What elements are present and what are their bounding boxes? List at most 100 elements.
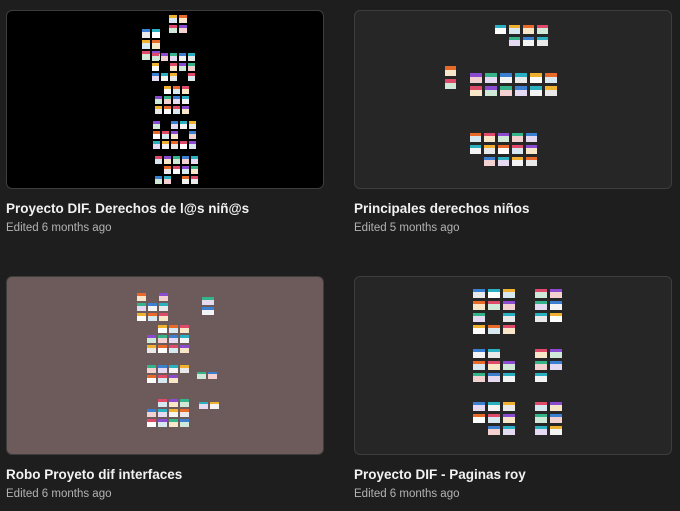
thumbnail-frame (535, 289, 547, 298)
file-title[interactable]: Principales derechos niños (354, 201, 530, 216)
thumbnail-frame (162, 131, 169, 139)
thumbnail-frame (164, 96, 171, 104)
thumbnail-frame (182, 96, 189, 104)
file-card[interactable]: Robo Proyeto dif interfaces Edited 6 mon… (6, 276, 324, 500)
file-edited-time: Edited 6 months ago (354, 488, 460, 500)
thumbnail-frame (550, 426, 562, 435)
thumbnail-frame (169, 419, 178, 427)
thumbnail-frame (503, 289, 515, 298)
thumbnail-frame (202, 307, 214, 315)
thumbnail-frame (509, 37, 520, 46)
thumbnail-frame (169, 335, 178, 343)
thumbnail-frame (484, 157, 495, 166)
thumbnail-frame (169, 399, 178, 407)
thumbnail-frame (498, 157, 509, 166)
thumbnail-frame (142, 29, 150, 38)
thumbnail-frame (537, 37, 548, 46)
thumbnail-frame (470, 73, 482, 83)
thumbnail-frame (473, 402, 485, 411)
thumbnail-frame (495, 25, 506, 34)
thumbnail-frame (164, 156, 171, 164)
thumbnail-frame (485, 86, 497, 96)
thumbnail-frame (180, 399, 189, 407)
thumbnail-frame (545, 86, 557, 96)
thumbnail-frame (512, 145, 523, 154)
thumbnail-frame (180, 335, 189, 343)
thumbnail-frame (169, 409, 178, 417)
thumbnail-frame (137, 293, 146, 301)
thumbnail-frame (179, 53, 186, 61)
thumbnail-frame (535, 402, 547, 411)
thumbnail-frame (509, 25, 520, 34)
thumbnail-frame (535, 349, 547, 358)
thumbnail-frame (152, 53, 159, 61)
thumbnail-frame (503, 301, 515, 310)
thumbnail-frame (488, 289, 500, 298)
file-title[interactable]: Proyecto DIF. Derechos de l@s niñ@s (6, 201, 250, 216)
thumbnail-frame (512, 157, 523, 166)
thumbnail-frame (182, 176, 189, 184)
thumbnail-frame (158, 399, 167, 407)
thumbnail-frame (142, 51, 150, 60)
thumbnail-frame (526, 157, 537, 166)
thumbnail-frame (171, 141, 178, 149)
thumbnail-frame (147, 419, 156, 427)
thumbnail-frame (512, 133, 523, 142)
thumbnail-frame (485, 73, 497, 83)
thumbnail-frame (170, 53, 177, 61)
thumbnail-frame (473, 414, 485, 423)
thumbnail-frame (158, 325, 167, 333)
thumbnail-frame (152, 29, 160, 38)
file-title[interactable]: Proyecto DIF - Paginas roy (354, 467, 526, 482)
thumbnail-frame (182, 106, 189, 114)
file-thumbnail[interactable] (6, 10, 324, 189)
thumbnail-frame (173, 86, 180, 94)
thumbnail-frame (535, 426, 547, 435)
thumbnail-frame (202, 297, 214, 305)
file-thumbnail[interactable] (6, 276, 324, 455)
thumbnail-frame (500, 86, 512, 96)
thumbnail-frame (179, 25, 187, 33)
thumbnail-frame (445, 79, 456, 89)
thumbnail-frame (488, 349, 500, 358)
file-card[interactable]: Proyecto DIF - Paginas roy Edited 6 mont… (354, 276, 672, 500)
thumbnail-frame (191, 176, 198, 184)
thumbnail-frame (188, 73, 195, 81)
thumbnail-frame (210, 402, 219, 409)
thumbnail-frame (162, 141, 169, 149)
thumbnail-frame (161, 53, 168, 61)
thumbnail-frame (488, 426, 500, 435)
file-title[interactable]: Robo Proyeto dif interfaces (6, 467, 183, 482)
file-thumbnail[interactable] (354, 10, 672, 189)
thumbnail-frame (503, 426, 515, 435)
thumbnail-frame (473, 313, 485, 322)
thumbnail-frame (158, 365, 167, 373)
file-edited-time: Edited 6 months ago (6, 488, 112, 500)
thumbnail-frame (189, 121, 196, 129)
thumbnail-frame (158, 345, 167, 353)
thumbnail-frame (503, 373, 515, 382)
thumbnail-frame (159, 313, 168, 321)
file-edited-time: Edited 5 months ago (354, 222, 460, 234)
thumbnail-frame (169, 345, 178, 353)
thumbnail-frame (137, 303, 146, 311)
thumbnail-frame (179, 15, 187, 23)
file-card[interactable]: Principales derechos niños Edited 5 mont… (354, 10, 672, 234)
thumbnail-frame (164, 86, 171, 94)
thumbnail-frame (535, 414, 547, 423)
thumbnail-frame (147, 409, 156, 417)
thumbnail-frame (488, 301, 500, 310)
thumbnail-frame (159, 293, 168, 301)
thumbnail-frame (137, 313, 146, 321)
thumbnail-frame (153, 141, 160, 149)
thumbnail-frame (473, 301, 485, 310)
thumbnail-frame (173, 156, 180, 164)
thumbnail-frame (530, 86, 542, 96)
file-card[interactable]: Proyecto DIF. Derechos de l@s niñ@s Edit… (6, 10, 324, 234)
thumbnail-frame (503, 325, 515, 334)
file-thumbnail[interactable] (354, 276, 672, 455)
thumbnail-frame (503, 313, 515, 322)
thumbnail-frame (550, 361, 562, 370)
thumbnail-frame (537, 25, 548, 34)
thumbnail-frame (155, 176, 162, 184)
